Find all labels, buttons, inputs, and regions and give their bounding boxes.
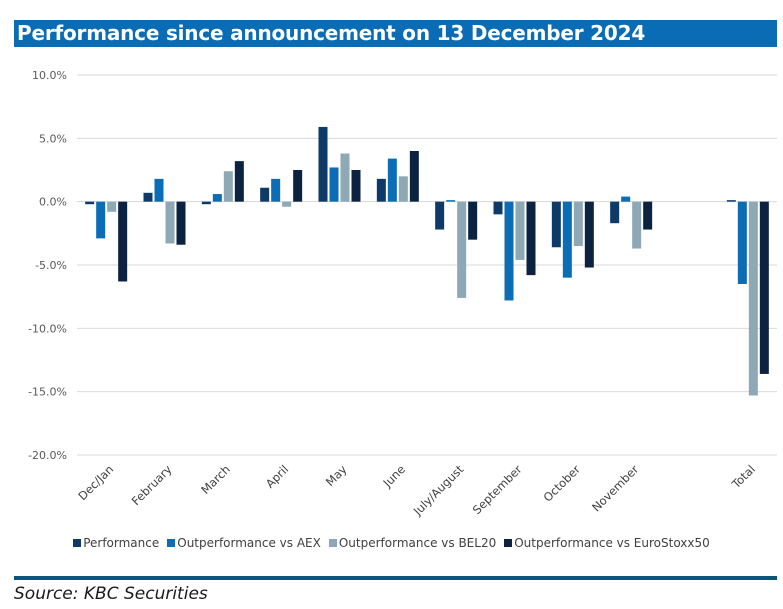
y-tick-label: 5.0% <box>39 132 67 145</box>
y-tick-label: 10.0% <box>32 69 67 82</box>
bar-performance <box>551 201 561 248</box>
x-tick-label: March <box>198 462 233 497</box>
y-axis-labels: 10.0% 5.0% 0.0% -5.0% -10.0% -15.0% -20.0% <box>28 69 67 462</box>
bar-performance <box>726 200 736 202</box>
bar-outperformance-vs-aex <box>387 158 397 202</box>
legend: Performance Outperformance vs AEX Outperfo… <box>0 536 783 550</box>
bar-outperformance-vs-eurostoxx50 <box>409 151 419 202</box>
x-tick-label: Dec/Jan <box>75 462 116 503</box>
legend-item: Performance <box>73 536 159 550</box>
legend-item: Outperformance vs EuroStoxx50 <box>504 536 710 550</box>
gridlines <box>77 74 777 456</box>
bar-outperformance-vs-aex <box>329 167 339 202</box>
bar-outperformance-vs-aex <box>446 200 456 202</box>
title-bar: Performance since announcement on 13 Dec… <box>14 20 777 47</box>
bar-outperformance-vs-aex <box>96 201 106 239</box>
bar-outperformance-vs-bel20 <box>107 201 117 212</box>
x-tick-label: Total <box>728 462 758 492</box>
x-tick-label: November <box>589 462 641 514</box>
legend-swatch-icon <box>504 539 513 547</box>
bar-outperformance-vs-eurostoxx50 <box>584 201 594 268</box>
chart-title: Performance since announcement on 13 Dec… <box>17 21 646 45</box>
bar-outperformance-vs-eurostoxx50 <box>759 201 769 374</box>
bar-outperformance-vs-bel20 <box>282 201 292 207</box>
source-divider <box>14 576 777 580</box>
bar-outperformance-vs-aex <box>737 201 747 284</box>
bar-outperformance-vs-bel20 <box>632 201 642 249</box>
bar-outperformance-vs-aex <box>504 201 514 301</box>
bar-outperformance-vs-aex <box>271 178 281 202</box>
bar-outperformance-vs-bel20 <box>457 201 467 298</box>
bar-outperformance-vs-eurostoxx50 <box>526 201 536 276</box>
legend-item: Outperformance vs BEL20 <box>328 536 497 550</box>
legend-item: Outperformance vs AEX <box>167 536 321 550</box>
legend-label: Outperformance vs BEL20 <box>338 536 497 550</box>
bar-outperformance-vs-aex <box>154 178 164 202</box>
bar-outperformance-vs-bel20 <box>515 201 525 260</box>
x-tick-label: June <box>380 462 408 490</box>
legend-label: Performance <box>83 536 160 550</box>
bar-performance <box>143 192 153 202</box>
bar-performance <box>435 201 445 230</box>
bar-outperformance-vs-eurostoxx50 <box>643 201 653 230</box>
source-note: Source: KBC Securities <box>14 584 208 604</box>
bar-performance <box>85 201 95 205</box>
bar-outperformance-vs-eurostoxx50 <box>234 161 244 202</box>
y-tick-label: -10.0% <box>28 322 67 335</box>
bar-outperformance-vs-bel20 <box>398 176 408 202</box>
bar-chart: 10.0% 5.0% 0.0% -5.0% -10.0% -15.0% -20.0% Dec… <box>28 69 777 519</box>
x-tick-label: May <box>323 462 350 489</box>
bar-outperformance-vs-eurostoxx50 <box>468 201 478 240</box>
bar-outperformance-vs-aex <box>212 194 222 202</box>
bar-outperformance-vs-eurostoxx50 <box>351 170 361 202</box>
x-tick-label: April <box>263 462 291 490</box>
x-tick-label: July/August <box>410 462 467 519</box>
y-tick-label: 0.0% <box>39 196 67 209</box>
y-tick-label: -5.0% <box>35 259 67 272</box>
legend-swatch-icon <box>167 539 176 547</box>
bar-performance <box>201 201 211 205</box>
bar-performance <box>260 187 270 202</box>
legend-swatch-icon <box>73 539 82 547</box>
bar-outperformance-vs-bel20 <box>165 201 175 244</box>
legend-swatch-icon <box>328 539 337 547</box>
bar-outperformance-vs-eurostoxx50 <box>118 201 128 282</box>
y-tick-label: -20.0% <box>28 449 67 462</box>
y-tick-label: -15.0% <box>28 386 67 399</box>
bar-outperformance-vs-aex <box>621 196 631 202</box>
bar-outperformance-vs-bel20 <box>340 153 350 202</box>
bar-outperformance-vs-eurostoxx50 <box>176 201 186 245</box>
bar-performance <box>376 178 386 202</box>
bar-outperformance-vs-eurostoxx50 <box>293 170 303 202</box>
bar-outperformance-vs-bel20 <box>223 171 233 202</box>
legend-label: Outperformance vs EuroStoxx50 <box>514 536 710 550</box>
legend-label: Outperformance vs AEX <box>177 536 321 550</box>
x-axis-labels: Dec/Jan February March April May June July/Aug… <box>75 462 758 519</box>
x-tick-label: September <box>470 462 525 517</box>
x-tick-label: October <box>541 462 584 505</box>
bar-performance <box>318 126 328 202</box>
bar-performance <box>493 201 503 215</box>
bar-outperformance-vs-bel20 <box>573 201 583 246</box>
bar-outperformance-vs-bel20 <box>748 201 758 396</box>
x-tick-label: February <box>129 462 175 508</box>
bar-outperformance-vs-aex <box>562 201 572 278</box>
bar-performance <box>610 201 620 224</box>
bars <box>85 126 769 396</box>
